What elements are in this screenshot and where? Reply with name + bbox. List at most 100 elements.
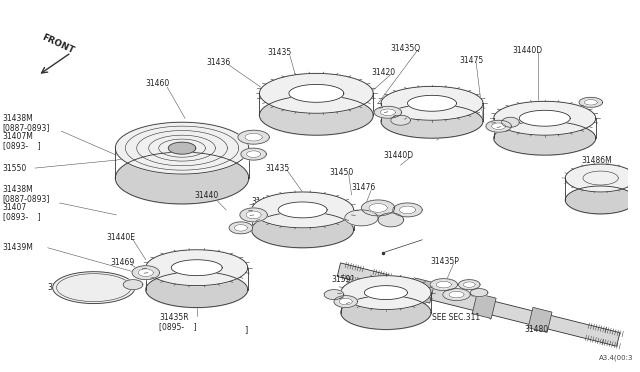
Text: 31436: 31436: [207, 58, 231, 67]
Text: 31469: 31469: [111, 258, 135, 267]
Polygon shape: [252, 212, 353, 248]
Polygon shape: [494, 121, 596, 155]
Polygon shape: [380, 109, 396, 116]
Text: SEE SEC.311: SEE SEC.311: [432, 313, 480, 322]
Polygon shape: [430, 279, 458, 291]
Polygon shape: [341, 296, 431, 330]
Polygon shape: [115, 122, 249, 174]
Polygon shape: [381, 86, 483, 120]
Text: 31435P: 31435P: [430, 257, 459, 266]
Polygon shape: [345, 210, 378, 226]
Polygon shape: [565, 164, 636, 214]
Polygon shape: [146, 272, 248, 308]
Text: [0895-    ]: [0895- ]: [159, 322, 197, 331]
Polygon shape: [334, 296, 358, 308]
Text: 31486E: 31486E: [585, 171, 614, 180]
Polygon shape: [494, 101, 596, 155]
Polygon shape: [374, 106, 402, 118]
Polygon shape: [241, 148, 266, 160]
Polygon shape: [252, 192, 353, 248]
Polygon shape: [246, 151, 260, 157]
Text: 31440D: 31440D: [383, 151, 413, 160]
Text: 31440: 31440: [195, 192, 219, 201]
Polygon shape: [259, 95, 373, 135]
Polygon shape: [492, 123, 506, 129]
Polygon shape: [324, 290, 344, 299]
Polygon shape: [124, 280, 143, 290]
Polygon shape: [472, 294, 496, 318]
Text: 31420: 31420: [371, 68, 396, 77]
Polygon shape: [436, 281, 451, 288]
Polygon shape: [411, 278, 435, 303]
Polygon shape: [362, 200, 395, 216]
Text: 31450: 31450: [329, 167, 353, 177]
Polygon shape: [259, 73, 373, 113]
Polygon shape: [245, 133, 262, 141]
Polygon shape: [339, 298, 352, 305]
Polygon shape: [337, 263, 620, 346]
Polygon shape: [369, 203, 387, 212]
Text: 31436M: 31436M: [252, 198, 282, 206]
Text: FRONT: FRONT: [40, 33, 75, 56]
Text: 31473: 31473: [426, 126, 451, 135]
Polygon shape: [408, 95, 456, 111]
Polygon shape: [115, 152, 249, 204]
Text: [0893-    ]: [0893- ]: [3, 141, 40, 150]
Text: 31435: 31435: [266, 164, 290, 173]
Text: 31439M: 31439M: [3, 243, 33, 252]
Polygon shape: [565, 186, 636, 214]
Text: [0887-0893]: [0887-0893]: [3, 195, 50, 203]
Text: 31467: 31467: [48, 283, 72, 292]
Text: 31591: 31591: [331, 275, 355, 284]
Polygon shape: [234, 225, 247, 231]
Text: 31407: 31407: [3, 203, 27, 212]
Text: 31438M: 31438M: [3, 114, 33, 123]
Polygon shape: [463, 282, 475, 288]
Text: 31460: 31460: [146, 79, 170, 88]
Polygon shape: [502, 117, 519, 127]
Polygon shape: [528, 307, 552, 333]
Text: 31475: 31475: [460, 56, 484, 65]
Text: 31435: 31435: [268, 48, 292, 57]
Polygon shape: [486, 120, 511, 132]
Text: 31550: 31550: [3, 164, 27, 173]
Polygon shape: [341, 276, 431, 330]
Text: 31480: 31480: [524, 325, 548, 334]
Polygon shape: [52, 272, 135, 304]
Text: 31476: 31476: [424, 104, 449, 113]
Polygon shape: [458, 280, 480, 290]
Polygon shape: [381, 104, 483, 138]
Polygon shape: [238, 130, 269, 144]
Text: 31440D: 31440D: [513, 46, 543, 55]
Text: 31407M: 31407M: [3, 132, 33, 141]
Polygon shape: [341, 276, 431, 310]
Polygon shape: [278, 202, 327, 218]
Text: ]: ]: [244, 325, 247, 334]
Polygon shape: [240, 208, 268, 222]
Text: 31438M: 31438M: [3, 186, 33, 195]
Polygon shape: [381, 86, 483, 138]
Text: 31435Q: 31435Q: [391, 44, 421, 53]
Polygon shape: [470, 289, 488, 296]
Polygon shape: [229, 222, 253, 234]
Text: 31486M: 31486M: [581, 155, 612, 164]
Polygon shape: [168, 142, 196, 154]
Polygon shape: [132, 266, 159, 280]
Polygon shape: [584, 100, 597, 105]
Text: A3.4(00:3: A3.4(00:3: [598, 354, 633, 360]
Polygon shape: [252, 192, 353, 228]
Polygon shape: [115, 122, 249, 204]
Polygon shape: [364, 286, 408, 299]
Polygon shape: [636, 177, 640, 187]
Polygon shape: [449, 291, 464, 298]
Polygon shape: [519, 110, 570, 126]
Polygon shape: [393, 203, 422, 217]
Polygon shape: [391, 115, 410, 125]
Text: 31435R: 31435R: [159, 313, 189, 322]
Text: [0893-    ]: [0893- ]: [3, 212, 40, 221]
Text: 31440E: 31440E: [107, 233, 136, 242]
Polygon shape: [378, 213, 404, 227]
Polygon shape: [494, 101, 596, 135]
Polygon shape: [443, 289, 470, 301]
Text: [0887-0893]: [0887-0893]: [3, 123, 50, 132]
